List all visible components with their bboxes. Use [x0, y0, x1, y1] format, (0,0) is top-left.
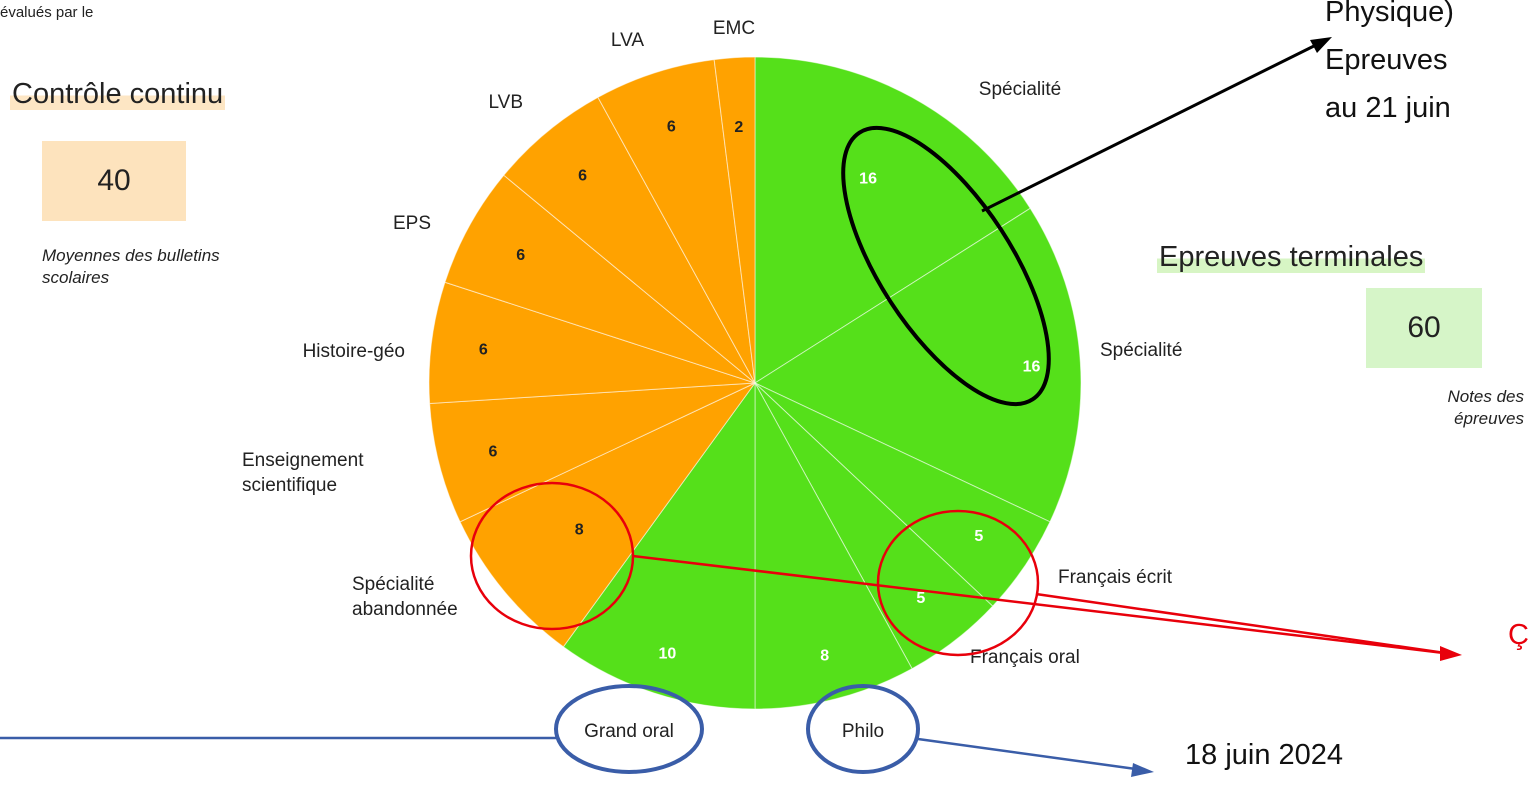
blue-circle-grand-oral	[554, 684, 704, 774]
epreuves-terminales-note: Notes des épreuves	[1447, 387, 1524, 428]
black-arrow-head	[1310, 37, 1332, 53]
pie-value-label-3: 5	[974, 528, 983, 545]
pie-category-label-3: Français écrit	[1058, 567, 1173, 588]
pie-category-label-2: Spécialité	[1100, 340, 1182, 361]
pie-category-label-11: LVB	[488, 92, 523, 113]
pie-category-label-10: EPS	[393, 213, 431, 234]
pie-category-label-5: Philo	[842, 721, 884, 742]
annotation-date: 18 juin 2024	[1185, 739, 1344, 771]
annotation-red-partial: Ç	[1508, 619, 1529, 651]
pie-category-label-9: Histoire-géo	[303, 341, 405, 362]
blue-arrow-line	[917, 737, 1144, 772]
pie-value-label-13: 2	[734, 119, 743, 136]
pie-value-label-4: 5	[916, 590, 925, 607]
red-circle-right	[876, 509, 1040, 657]
pie-category-label-4: Français oral	[970, 647, 1080, 668]
pie-slice-8	[429, 382, 756, 523]
pie-value-label-2: 16	[1023, 359, 1041, 376]
annotation-line-3: au 21 juin	[1325, 92, 1451, 124]
pie-category-label-8: Enseignement scientifique	[242, 450, 364, 496]
pie-slice-6	[562, 381, 756, 710]
pie-value-label-11: 6	[578, 168, 587, 185]
pie-slice-11	[503, 96, 756, 384]
red-arrow-line-2	[1035, 592, 1453, 656]
red-arrow-head	[1440, 646, 1462, 661]
pie-value-label-9: 6	[479, 342, 488, 359]
pie-slice-5	[754, 382, 913, 710]
pie-value-label-5: 8	[820, 648, 829, 665]
controle-continu-title-text: Contrôle continu	[10, 78, 226, 110]
pie-slice-9	[428, 281, 756, 405]
controle-continu-title: Contrôle continu	[10, 78, 226, 111]
blue-circle-philo	[806, 684, 920, 774]
pie-value-labels: 16 16 5 5 8 10 8 6 6 6 6 6 2	[479, 119, 1041, 665]
epreuves-terminales-badge: 60	[1366, 288, 1482, 368]
controle-continu-badge: 40	[42, 141, 186, 221]
pie-value-label-7: 8	[575, 521, 584, 538]
pie-slice-1	[754, 56, 1031, 384]
black-highlight-ellipse	[841, 125, 1051, 407]
controle-continu-note: Moyennes des bulletins scolaires	[42, 246, 220, 287]
pie-category-label-6: Grand oral	[584, 721, 674, 742]
annotation-line-1: Physique)	[1325, 0, 1454, 28]
epreuves-terminales-title: Epreuves terminales	[1157, 241, 1426, 274]
pie-category-labels: Spécialité Spécialité Français écrit França…	[242, 18, 1182, 742]
red-arrow-line-1	[632, 554, 1453, 656]
pie-value-label-10: 6	[516, 247, 525, 264]
annotation-line-2: Epreuves	[1325, 44, 1448, 76]
pie-category-label-12: LVA	[611, 30, 644, 51]
black-arrow-line	[981, 40, 1323, 213]
pie-value-label-8: 6	[488, 443, 497, 460]
pie-slice-13	[713, 56, 756, 384]
pie-slice-2	[753, 207, 1082, 523]
pie-slice-12	[597, 59, 756, 384]
pie-slice-10	[444, 174, 756, 384]
pie-category-label-13: EMC	[713, 18, 755, 39]
blue-arrow-head	[1131, 763, 1154, 777]
pie-category-label-7: Spécialité abandonnée	[352, 574, 458, 620]
top-snippet-text: évalués par le	[0, 4, 94, 21]
epreuves-terminales-title-text: Epreuves terminales	[1157, 241, 1426, 273]
pie-slices	[428, 56, 1082, 710]
pie-value-label-12: 6	[667, 119, 676, 136]
pie-category-label-1: Spécialité	[979, 79, 1061, 100]
pie-value-label-6: 10	[658, 646, 676, 663]
pie-value-label-1: 16	[859, 170, 877, 187]
pie-slice-7	[459, 382, 756, 648]
